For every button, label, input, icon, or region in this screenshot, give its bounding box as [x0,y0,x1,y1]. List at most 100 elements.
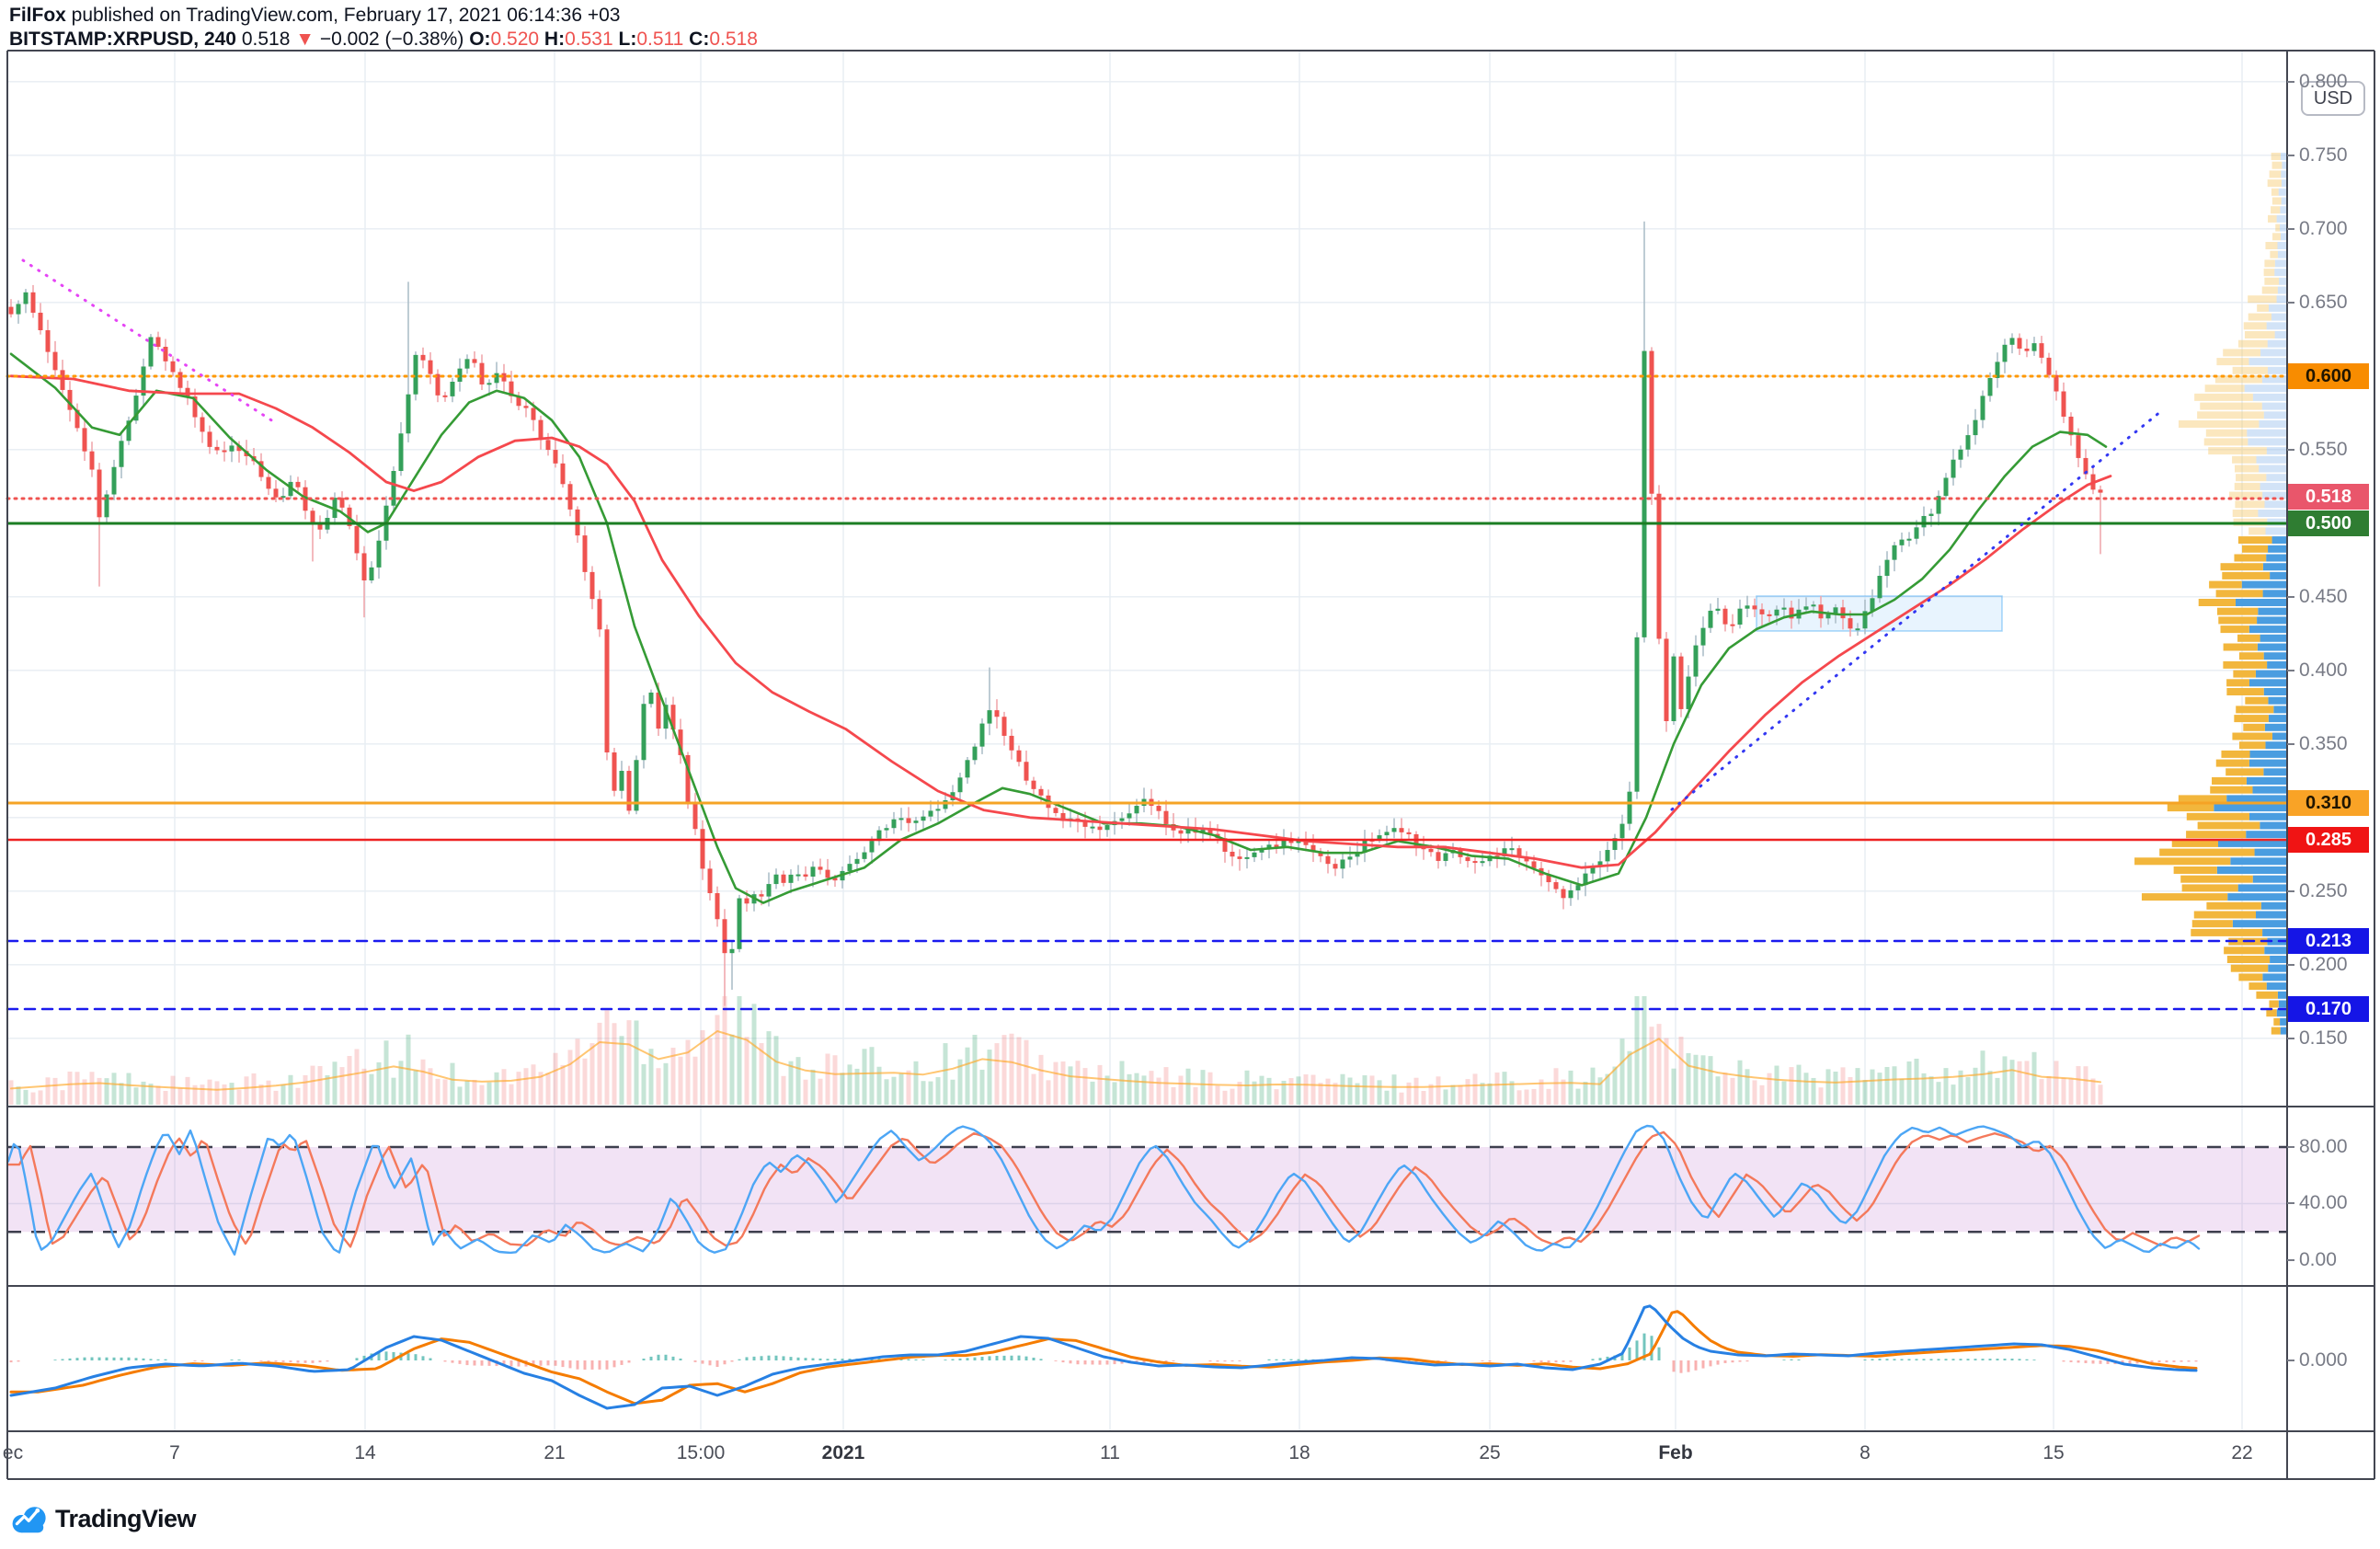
volume-bar [229,1083,235,1105]
candle-body [1266,844,1272,849]
candle-body [1936,496,1941,514]
macd-histogram-bar [1988,1359,1992,1360]
candle-body [1928,513,1934,516]
volume-bar [1767,1073,1772,1105]
macd-histogram-bar [281,1360,285,1362]
volume-bar [1472,1073,1478,1105]
currency-toggle-button[interactable]: USD [2301,81,2365,116]
candle-body [795,874,801,877]
candle-body [1855,628,1860,631]
volume-bar [1333,1083,1338,1105]
candle-body [1207,830,1213,834]
volume-profile-bar-blue [2280,206,2286,214]
volume-profile-bar-yellow [2208,447,2267,455]
volume-bar [1244,1070,1250,1105]
volume-bar [148,1084,154,1105]
date-label[interactable]: 15 [2042,1442,2065,1463]
macd-histogram-bar [1598,1358,1602,1360]
macd-histogram-bar [502,1360,506,1367]
macd-histogram-bar [782,1356,785,1360]
volume-profile-bar-blue [2232,920,2286,928]
volume-bar [1855,1068,1860,1105]
date-label[interactable]: 15:00 [676,1442,726,1463]
trendline[interactable] [1670,409,2163,811]
volume-bar [987,1050,992,1105]
candle-body [722,919,727,954]
macd-histogram-bar [487,1360,491,1366]
symbol-name[interactable]: BITSTAMP:XRPUSD, 240 [9,29,236,50]
date-label[interactable]: 14 [354,1442,376,1463]
macd-histogram-bar [1915,1359,1918,1360]
date-label[interactable]: Feb [1658,1442,1693,1463]
tradingview-logo-icon [12,1507,46,1533]
date-label[interactable]: 11 [1100,1442,1120,1463]
candle-body [1406,832,1412,834]
volume-profile-bar-blue [2281,197,2286,205]
candle-body [332,498,338,519]
volume-bar [1943,1068,1949,1105]
candle-body [288,481,293,497]
volume-bar [1200,1070,1206,1105]
price-badge[interactable]: 0.213 [2288,928,2369,954]
volume-profile-bar-blue [2264,723,2286,731]
date-label[interactable]: 7 [169,1442,180,1463]
macd-histogram-bar [546,1360,550,1366]
volume-profile-bar-blue [2264,500,2286,509]
price-badge[interactable]: 0.500 [2288,511,2369,536]
date-label[interactable]: 22 [2231,1442,2253,1463]
volume-bar [325,1074,330,1105]
volume-profile-bar-yellow [2167,804,2214,812]
tradingview-footer[interactable]: TradingView [11,1503,197,1534]
price-badge[interactable]: 0.518 [2288,484,2369,510]
macd-histogram-bar [693,1360,697,1362]
volume-bar [376,1061,382,1105]
date-label[interactable]: 2021 [821,1442,865,1463]
volume-profile-bar-yellow [2200,402,2262,410]
candle-body [310,511,315,524]
date-label[interactable]: 18 [1288,1442,1310,1463]
volume-bar [192,1084,198,1105]
price-badge[interactable]: 0.600 [2288,363,2369,389]
volume-profile-bar-yellow [2237,634,2260,642]
candle-body [457,368,463,382]
price-badge[interactable]: 0.170 [2288,996,2369,1022]
date-label[interactable]: 21 [544,1442,566,1463]
candle-body [1524,856,1529,862]
macd-histogram-bar [1723,1360,1727,1363]
candle-body [700,829,705,869]
macd-histogram-bar [958,1358,962,1360]
date-label[interactable]: 25 [1479,1442,1501,1463]
volume-profile-bar-blue [2258,607,2286,615]
volume-profile-bar-yellow [2232,510,2259,517]
volume-bar [222,1084,227,1105]
volume-profile-bar-blue [2268,696,2286,705]
volume-bar [133,1087,139,1105]
date-label[interactable]: 8 [1859,1442,1871,1463]
volume-profile-bar-yellow [2180,875,2253,883]
candle-body [891,819,897,829]
volume-bar [1465,1079,1470,1105]
volume-bar [457,1086,463,1105]
volume-bar [1789,1067,1794,1105]
candle-body [1656,493,1662,639]
date-label[interactable]: ec [2,1442,24,1463]
volume-bar [1134,1073,1139,1105]
volume-profile-bar-yellow [2266,1009,2277,1017]
volume-bar [847,1064,852,1105]
price-badge[interactable]: 0.285 [2288,827,2369,853]
macd-histogram-bar [1981,1359,1985,1360]
macd-histogram-bar [1091,1360,1094,1365]
macd-histogram-bar [701,1360,704,1364]
macd-histogram-bar [1164,1360,1168,1362]
volume-bar [420,1059,426,1105]
volume-bar [1664,1038,1669,1105]
volume-bar [383,1040,389,1105]
tradingview-brand-text: TradingView [55,1504,197,1532]
candle-body [538,419,544,441]
macd-histogram-bar [1414,1360,1418,1362]
macd-histogram-bar [1731,1360,1734,1363]
volume-bar [1127,1073,1132,1105]
stoch-tick-label: 40.00 [2299,1192,2348,1213]
price-badge[interactable]: 0.310 [2288,790,2369,816]
